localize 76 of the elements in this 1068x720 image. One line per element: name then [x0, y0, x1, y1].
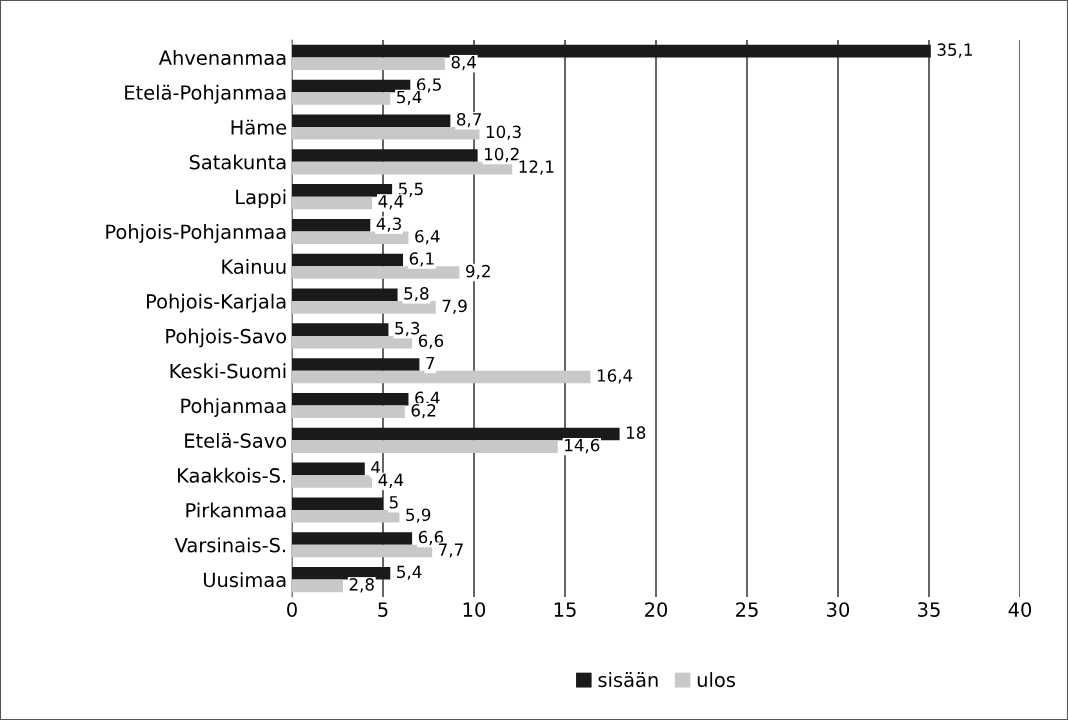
data-label: 6,2 [411, 404, 436, 419]
bar [292, 440, 558, 453]
data-label: 14,6 [565, 438, 600, 454]
data-label: 7 [426, 356, 435, 370]
y-tick-label: Pirkanmaa [186, 502, 286, 518]
data-label: 12,1 [519, 160, 554, 175]
y-tick-label: Häme [231, 119, 287, 135]
bar [292, 475, 373, 488]
x-tick-label: 30 [827, 602, 850, 617]
bar [292, 127, 480, 140]
bar [292, 196, 373, 210]
bar [292, 579, 343, 593]
bar [292, 57, 445, 70]
x-tick-label: 5 [378, 602, 388, 617]
bar [292, 218, 371, 232]
data-label: 6,4 [415, 229, 440, 245]
data-label: 4,4 [378, 195, 404, 210]
data-label: 16,4 [597, 369, 633, 384]
y-tick-label: Lappi [236, 189, 286, 209]
data-label: 5,3 [395, 321, 420, 337]
data-label: 5,4 [397, 90, 422, 106]
bar [292, 462, 365, 476]
bar [292, 335, 413, 349]
y-tick-label: Pohjois-Karjala [147, 293, 286, 313]
data-label: 7,7 [439, 543, 463, 558]
data-label: 8,4 [451, 55, 477, 71]
data-label: 10,2 [485, 147, 519, 163]
bar [292, 92, 391, 105]
x-tick-label: 20 [645, 602, 668, 617]
y-tick-label: Keski-Suomi [170, 363, 286, 379]
legend-label: ulos [697, 672, 735, 688]
data-label: 5,5 [398, 182, 423, 197]
y-tick-label: Pohjanmaa [181, 398, 286, 417]
data-label: 10,3 [486, 125, 521, 140]
x-tick-label: 10 [463, 602, 486, 617]
legend-label: sisään [598, 672, 658, 688]
bar [292, 301, 436, 314]
data-label: 6,6 [418, 334, 444, 349]
bar [292, 544, 433, 558]
bar [292, 161, 513, 175]
x-tick-label: 35 [918, 602, 940, 617]
x-tick-label: 0 [287, 602, 297, 617]
data-label: 6,6 [418, 530, 444, 546]
data-label: 18 [626, 426, 646, 439]
bar [292, 405, 405, 419]
x-tick-label: 25 [736, 602, 758, 617]
y-tick-label: Etelä-Savo [185, 432, 287, 449]
data-label: 8,7 [457, 112, 481, 128]
x-tick-label: 15 [554, 602, 576, 617]
data-label: 5,4 [397, 565, 422, 580]
y-tick-label: Satakunta [189, 154, 286, 170]
data-label: 35,1 [937, 43, 972, 58]
y-tick-label: Kaakkois-S. [178, 467, 286, 483]
y-tick-label: Kainuu [222, 258, 286, 274]
data-label: 6,1 [409, 252, 434, 267]
data-label: 4,3 [376, 217, 401, 232]
data-label: 4,4 [378, 473, 404, 488]
data-label: 7,9 [442, 299, 467, 314]
data-label: 5,9 [406, 508, 431, 523]
data-label: 6,5 [417, 78, 441, 93]
bar [292, 509, 400, 523]
y-tick-label: Ahvenanmaa [158, 50, 286, 66]
y-tick-label: Varsinais-S. [174, 537, 286, 553]
data-label: 2,8 [349, 578, 374, 593]
data-label: 5 [389, 496, 398, 509]
y-tick-label: Pohjois-Savo [166, 328, 287, 348]
data-label: 4 [371, 461, 381, 474]
bar [292, 231, 409, 244]
bar [292, 266, 460, 279]
bar [292, 370, 591, 384]
y-tick-label: Etelä-Pohjanmaa [125, 84, 286, 104]
y-tick-label: Uusimaa [203, 572, 286, 588]
data-label: 9,2 [466, 264, 490, 280]
data-label: 5,8 [404, 287, 429, 302]
x-tick-label: 40 [1008, 602, 1032, 617]
y-tick-label: Pohjois-Pohjanmaa [106, 224, 286, 243]
